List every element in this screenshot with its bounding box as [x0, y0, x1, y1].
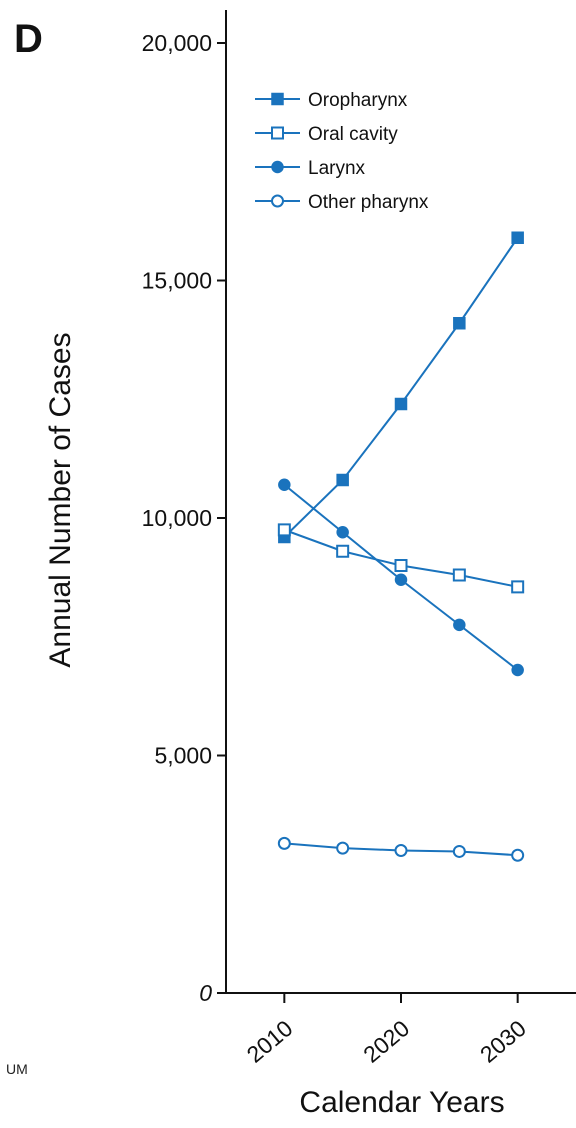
data-point: [336, 544, 350, 558]
data-point: [278, 478, 291, 491]
y-axis-title: Annual Number of Cases: [44, 332, 77, 667]
legend-marker: [271, 92, 284, 106]
legend-entry: Oral cavity: [255, 124, 398, 145]
series-oral-cavity: [277, 523, 525, 594]
legend-label: Oropharynx: [308, 90, 408, 111]
data-point: [394, 573, 408, 586]
x-tick-label: 2020: [358, 1015, 414, 1068]
legend-marker: [271, 194, 284, 208]
data-point: [394, 559, 408, 572]
legend-marker: [271, 126, 284, 140]
panel-letter: D: [14, 17, 43, 61]
y-tick-label: 15,000: [142, 268, 212, 294]
x-tick-label: 2030: [475, 1015, 531, 1068]
data-point: [511, 663, 524, 677]
x-axis-title: Calendar Years: [299, 1086, 504, 1119]
data-point: [452, 844, 466, 858]
data-point: [453, 317, 466, 330]
y-tick-label: 20,000: [142, 30, 212, 56]
legend-label: Oral cavity: [308, 124, 398, 145]
data-point: [453, 618, 466, 632]
data-point: [394, 397, 408, 411]
y-tick-label: 0: [199, 980, 212, 1006]
x-tick-label: 2010: [242, 1015, 298, 1068]
data-point: [336, 841, 350, 855]
data-point: [452, 568, 466, 582]
y-tick-label: 10,000: [142, 505, 212, 531]
data-point: [511, 231, 524, 244]
legend-label: Larynx: [308, 158, 366, 179]
series-layer: [277, 231, 525, 862]
legend-entry: Other pharynx: [255, 192, 429, 213]
legend-marker: [271, 160, 284, 174]
legend: Oropharynx Oral cavity Larynx Other pharynx: [255, 90, 429, 213]
data-point: [336, 526, 349, 539]
series-larynx: [278, 478, 524, 677]
data-point: [394, 844, 408, 857]
data-point: [277, 523, 291, 537]
series-other-pharynx: [277, 836, 525, 862]
data-point: [511, 580, 525, 594]
data-point: [277, 836, 291, 850]
series-oropharynx: [278, 231, 524, 544]
legend-label: Other pharynx: [308, 192, 429, 213]
data-point: [511, 848, 525, 862]
legend-entry: Oropharynx: [255, 90, 408, 111]
footer-text-fragment: UM: [6, 1061, 28, 1077]
data-point: [336, 473, 349, 487]
series-line: [283, 237, 519, 538]
y-tick-label: 5,000: [154, 743, 212, 769]
legend-entry: Larynx: [255, 158, 366, 179]
